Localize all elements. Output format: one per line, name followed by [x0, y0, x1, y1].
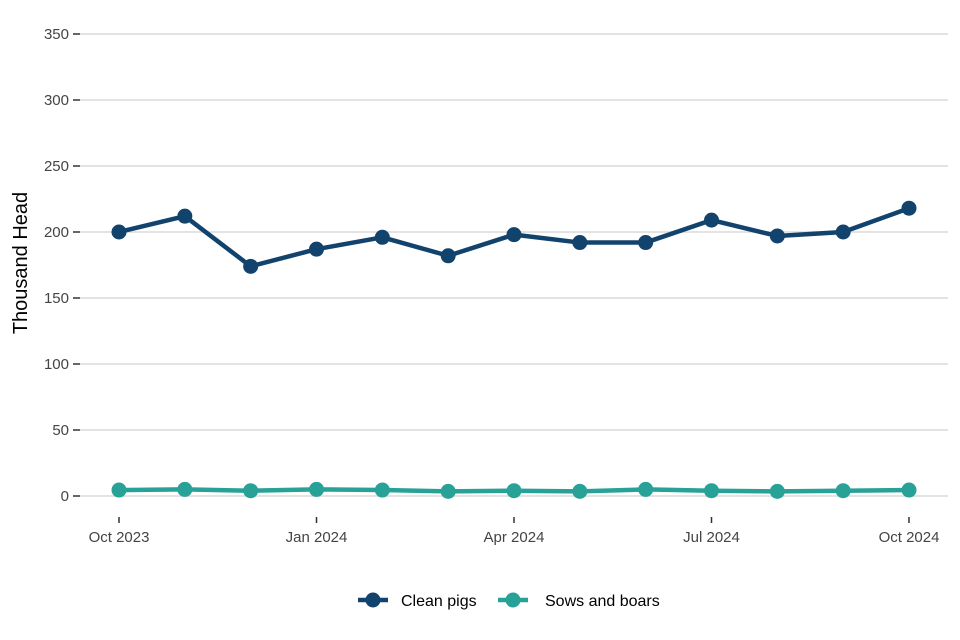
data-point — [243, 258, 259, 274]
legend-swatch-marker — [505, 592, 521, 608]
data-point — [111, 224, 127, 240]
data-point — [835, 483, 851, 499]
series-clean-pigs — [111, 200, 917, 274]
legend-label: Sows and boars — [545, 593, 660, 610]
data-point — [374, 482, 390, 498]
x-tick-label: Apr 2024 — [484, 529, 545, 546]
y-axis-title: Thousand Head — [10, 192, 32, 334]
legend-item: Sows and boars — [498, 592, 660, 610]
gridlines — [80, 33, 948, 497]
data-point — [835, 224, 851, 240]
x-tick-label: Oct 2023 — [89, 529, 150, 546]
data-point — [111, 482, 127, 498]
series-layer — [111, 200, 917, 499]
data-point — [704, 483, 719, 499]
data-point — [572, 483, 588, 499]
y-tick-label: 50 — [52, 422, 69, 439]
y-tick-label: 350 — [44, 26, 69, 43]
legend-label: Clean pigs — [401, 593, 477, 610]
y-tick-label: 0 — [61, 488, 69, 505]
data-point — [506, 483, 522, 499]
data-point — [901, 482, 917, 498]
data-point — [572, 235, 588, 251]
y-tick-label: 200 — [44, 224, 69, 241]
data-point — [769, 228, 785, 244]
data-point — [769, 483, 785, 499]
data-point — [374, 229, 390, 245]
data-point — [440, 248, 456, 264]
y-axis: 0 50 100 150 200 250 300 350 — [44, 26, 80, 505]
y-tick-label: 100 — [44, 356, 69, 373]
x-axis: Oct 2023 Jan 2024 Apr 2024 Jul 2024 Oct 2024 — [89, 517, 940, 546]
data-point — [704, 212, 719, 228]
data-point — [506, 227, 522, 243]
data-point — [901, 200, 917, 216]
data-point — [243, 483, 259, 499]
x-tick-label: Jan 2024 — [286, 529, 348, 546]
legend-item: Clean pigs — [358, 592, 477, 610]
y-tick-label: 250 — [44, 158, 69, 175]
data-point — [177, 208, 193, 224]
legend-swatch-marker — [365, 592, 381, 608]
data-point — [440, 483, 456, 499]
y-tick-label: 300 — [44, 92, 69, 109]
legend: Clean pigs Sows and boars — [358, 592, 660, 610]
x-tick-label: Oct 2024 — [879, 529, 940, 546]
data-point — [309, 481, 324, 497]
y-tick-label: 150 — [44, 290, 69, 307]
data-point — [638, 481, 654, 497]
data-point — [638, 235, 654, 251]
data-point — [309, 241, 324, 257]
x-tick-label: Jul 2024 — [683, 529, 740, 546]
data-point — [177, 481, 193, 497]
series-sows-and-boars — [111, 481, 917, 499]
